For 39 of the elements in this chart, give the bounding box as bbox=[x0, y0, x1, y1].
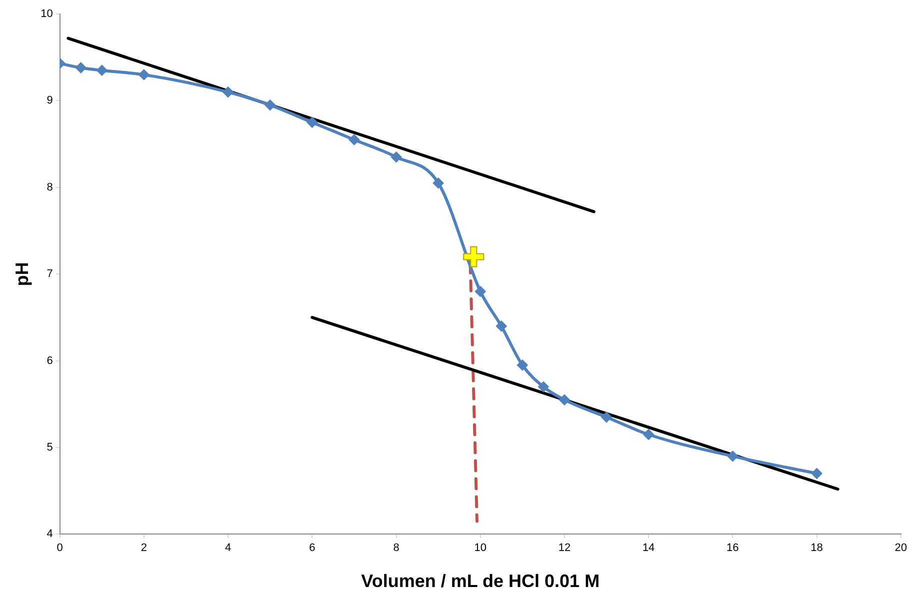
point bbox=[96, 64, 108, 76]
x-tick-label: 0 bbox=[56, 542, 63, 554]
point bbox=[558, 394, 570, 406]
point bbox=[516, 360, 528, 371]
point bbox=[727, 450, 738, 462]
point bbox=[474, 286, 486, 297]
y-tick-label: 10 bbox=[40, 8, 53, 20]
point bbox=[222, 86, 234, 98]
y-tick-label: 9 bbox=[46, 94, 53, 107]
y-tick-label: 6 bbox=[46, 354, 53, 367]
x-tick-label: 10 bbox=[474, 542, 486, 554]
y-axis-title: pH bbox=[12, 262, 32, 286]
x-tick-label: 2 bbox=[140, 542, 148, 554]
x-tick-label: 18 bbox=[810, 542, 823, 554]
x-tick-label: 8 bbox=[393, 542, 400, 554]
x-tick-label: 12 bbox=[558, 542, 571, 554]
point bbox=[264, 100, 276, 111]
x-tick-label: 4 bbox=[224, 542, 232, 554]
y-tick-label: 4 bbox=[46, 528, 53, 540]
point bbox=[601, 412, 612, 423]
y-tick-label: 7 bbox=[46, 268, 53, 280]
point bbox=[432, 178, 444, 189]
point bbox=[496, 320, 507, 332]
point bbox=[306, 116, 318, 128]
x-axis-title: Volumen / mL de HCl 0.01 M bbox=[361, 571, 600, 592]
x-tick-label: 16 bbox=[726, 542, 739, 554]
point bbox=[538, 381, 549, 392]
y-tick-label: 8 bbox=[46, 181, 53, 194]
x-tick-label: 14 bbox=[642, 542, 655, 554]
x-tick-label: 6 bbox=[309, 542, 316, 554]
point bbox=[811, 468, 822, 480]
point bbox=[348, 134, 360, 146]
point bbox=[463, 246, 484, 268]
point bbox=[138, 69, 150, 80]
y-tick-label: 5 bbox=[46, 442, 53, 454]
point bbox=[643, 428, 654, 440]
x-tick-label: 20 bbox=[894, 542, 908, 554]
point bbox=[390, 152, 402, 163]
point bbox=[75, 62, 86, 74]
